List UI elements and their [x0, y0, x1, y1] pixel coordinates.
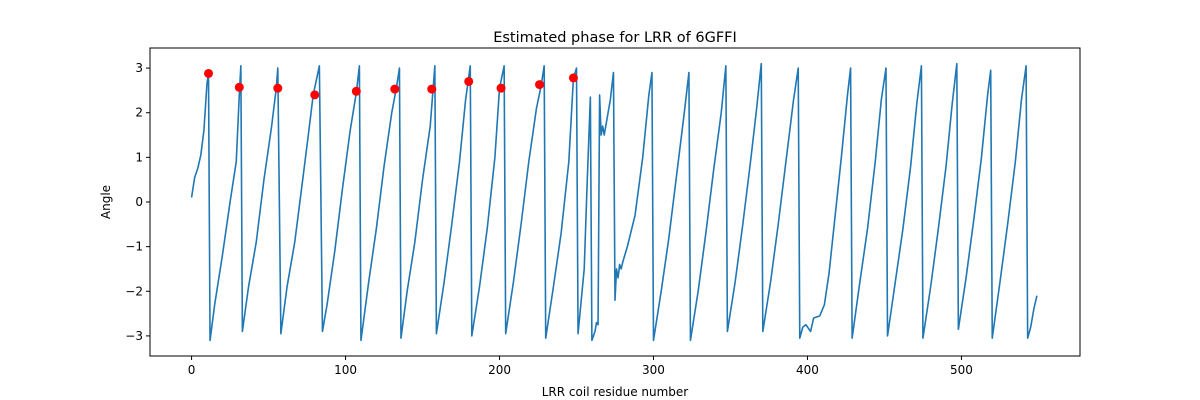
phase-marker-point: [234, 82, 244, 92]
y-tick-label: −3: [125, 329, 143, 343]
y-tick-label: 0: [135, 195, 143, 209]
x-tick-label: 400: [796, 363, 819, 377]
phase-line: [190, 62, 1038, 342]
x-tick-label: 0: [188, 363, 196, 377]
x-tick-label: 500: [950, 363, 973, 377]
phase-marker-point: [273, 83, 283, 93]
x-tick-label: 300: [642, 363, 665, 377]
phase-marker-point: [351, 86, 361, 96]
x-tick-label: 100: [334, 363, 357, 377]
marker-layer: [204, 68, 578, 100]
x-tick-label: 200: [488, 363, 511, 377]
chart-title: Estimated phase for LRR of 6GFFI: [493, 30, 737, 46]
y-axis-ticks: −3 −2 −1 0 1 2 3: [125, 61, 150, 343]
x-axis-label: LRR coil residue number: [542, 385, 689, 399]
y-tick-label: 1: [135, 150, 143, 164]
phase-marker-point: [427, 84, 437, 94]
phase-marker-point: [496, 83, 506, 93]
y-tick-label: −2: [125, 284, 143, 298]
phase-marker-point: [535, 80, 545, 90]
plot-area: [149, 47, 1081, 357]
y-tick-label: 3: [135, 61, 143, 75]
phase-marker-point: [204, 68, 214, 78]
x-axis-ticks: 0 100 200 300 400 500: [188, 356, 973, 377]
phase-marker-point: [568, 73, 578, 83]
phase-marker-point: [390, 84, 400, 94]
phase-marker-point: [310, 90, 320, 100]
y-axis-label: Angle: [99, 185, 113, 219]
phase-marker-point: [464, 76, 474, 86]
y-tick-label: −1: [125, 240, 143, 254]
series-layer: [190, 62, 1038, 342]
y-tick-label: 2: [135, 106, 143, 120]
